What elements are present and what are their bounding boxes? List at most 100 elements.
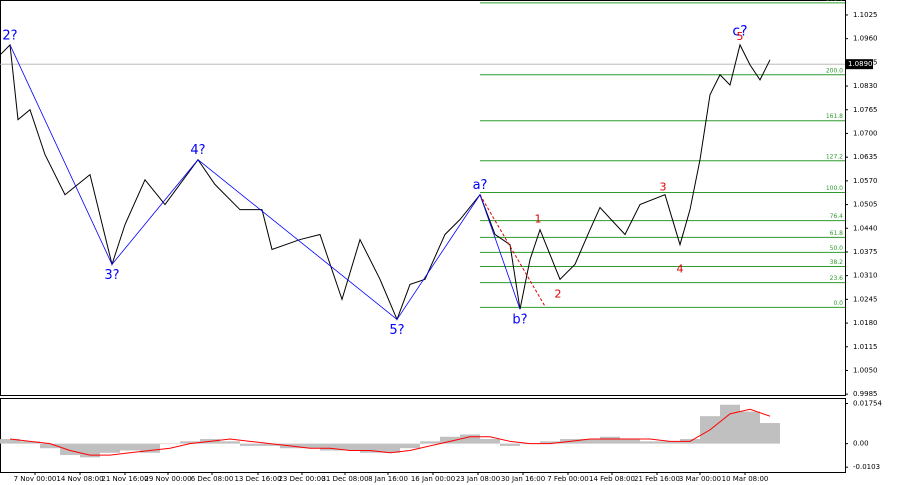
histogram-bar bbox=[340, 443, 360, 451]
y-tick-label: 1.0180 bbox=[853, 319, 878, 327]
wave-label: 3? bbox=[104, 268, 119, 283]
wave-label: 2 bbox=[555, 287, 562, 300]
histogram-bar bbox=[60, 443, 80, 456]
wave-label: 3 bbox=[660, 180, 667, 193]
fib-label: 261.8 bbox=[826, 0, 843, 2]
histogram-bar bbox=[120, 443, 140, 451]
y-tick-label: 1.0440 bbox=[853, 224, 878, 232]
wave-label: 4 bbox=[677, 262, 684, 275]
wave-label: 2? bbox=[2, 28, 17, 43]
wave-label: 5? bbox=[389, 323, 404, 338]
x-tick-label: 21 Nov 16:00 bbox=[101, 475, 148, 483]
fib-label: 161.8 bbox=[826, 113, 843, 120]
x-tick-label: 7 Feb 00:00 bbox=[547, 475, 588, 483]
histogram-bar bbox=[420, 441, 440, 444]
x-tick-label: 31 Dec 08:00 bbox=[321, 475, 368, 483]
x-tick-label: 3 Mar 00:00 bbox=[679, 475, 721, 483]
histogram-bar bbox=[760, 423, 780, 444]
histogram-bar bbox=[360, 443, 380, 453]
y-tick-label: 1.0765 bbox=[853, 106, 878, 114]
x-tick-label: 10 Mar 08:00 bbox=[722, 475, 769, 483]
y-tick-label: 1.0505 bbox=[853, 201, 878, 209]
y-tick-label: 0.9985 bbox=[853, 390, 878, 398]
signal-line bbox=[9, 408, 771, 456]
y-tick-label: 1.0960 bbox=[853, 35, 878, 43]
fib-label: 0.0 bbox=[833, 300, 843, 307]
histogram-bar bbox=[160, 443, 180, 445]
histogram-bar bbox=[220, 441, 240, 444]
x-tick-label: 6 Dec 08:00 bbox=[191, 475, 234, 483]
x-tick-label: 14 Nov 08:00 bbox=[56, 475, 103, 483]
histogram-bar bbox=[140, 443, 160, 453]
histogram-bar bbox=[620, 439, 640, 444]
y-tick-label: 1.0700 bbox=[853, 129, 878, 137]
x-tick-label: 21 Feb 16:00 bbox=[634, 475, 680, 483]
wave-label: 1 bbox=[535, 213, 542, 226]
histogram-bar bbox=[500, 443, 520, 446]
y-tick-label: 1.0115 bbox=[853, 343, 878, 351]
histogram-bar bbox=[300, 443, 320, 449]
x-tick-label: 16 Jan 00:00 bbox=[411, 475, 455, 483]
wave-label: a? bbox=[473, 178, 488, 193]
histogram-bar bbox=[320, 443, 340, 451]
price-tag-label: 1.0890 bbox=[848, 60, 873, 68]
y-tick-label: 1.0050 bbox=[853, 366, 878, 374]
x-tick-label: 29 Nov 00:00 bbox=[144, 475, 191, 483]
y-tick-label: 1.1025 bbox=[853, 11, 878, 19]
wave-label: 4? bbox=[190, 143, 205, 158]
x-tick-label: 23 Dec 00:00 bbox=[278, 475, 325, 483]
y-tick-label: 1.0635 bbox=[853, 153, 878, 161]
y-tick-label: 0.01754 bbox=[853, 399, 882, 407]
histogram-bar bbox=[100, 443, 120, 453]
histogram-bar bbox=[380, 443, 400, 453]
histogram-bar bbox=[720, 404, 740, 444]
x-tick-label: 7 Nov 00:00 bbox=[14, 475, 57, 483]
fib-label: 50.0 bbox=[830, 245, 844, 252]
histogram-bar bbox=[260, 443, 280, 446]
wave-label: 5 bbox=[737, 30, 744, 43]
histogram-bar bbox=[660, 441, 680, 444]
indicator-frame bbox=[0, 398, 846, 473]
x-tick-label: 14 Feb 08:00 bbox=[589, 475, 635, 483]
histogram-bar bbox=[740, 411, 760, 444]
price-line bbox=[0, 43, 771, 321]
histogram-bar bbox=[400, 443, 420, 449]
y-tick-label: -0.0103 bbox=[853, 463, 880, 471]
fib-label: 100.0 bbox=[826, 185, 843, 192]
fib-label: 127.2 bbox=[826, 153, 843, 160]
dashed-line bbox=[479, 194, 546, 307]
wave-line bbox=[9, 44, 521, 321]
histogram-bar bbox=[240, 443, 260, 446]
fib-label: 76.4 bbox=[830, 213, 844, 220]
fib-label: 38.2 bbox=[830, 259, 844, 266]
x-tick-label: 30 Jan 16:00 bbox=[501, 475, 545, 483]
x-tick-label: 8 Jan 16:00 bbox=[368, 475, 408, 483]
histogram-bar bbox=[640, 441, 660, 444]
histogram-bar bbox=[0, 439, 20, 444]
histogram-bar bbox=[180, 441, 200, 444]
price-tag bbox=[845, 59, 873, 70]
fib-label: 200.0 bbox=[826, 67, 843, 74]
histogram-bar bbox=[440, 436, 460, 444]
y-tick-label: 1.0570 bbox=[853, 177, 878, 185]
x-tick-label: 13 Dec 16:00 bbox=[234, 475, 281, 483]
histogram-bar bbox=[20, 441, 40, 444]
histogram-bar bbox=[580, 439, 600, 444]
fib-label: 23.6 bbox=[830, 275, 844, 282]
y-tick-label: 1.0830 bbox=[853, 82, 878, 90]
x-tick-label: 23 Jan 08:00 bbox=[456, 475, 500, 483]
main-frame bbox=[0, 0, 846, 396]
histogram-bar bbox=[600, 436, 620, 444]
y-tick-label: 1.0310 bbox=[853, 272, 878, 280]
y-tick-label: 1.0245 bbox=[853, 295, 878, 303]
y-tick-label: 1.0375 bbox=[853, 248, 878, 256]
histogram-bar bbox=[540, 441, 560, 444]
histogram-bar bbox=[480, 439, 500, 444]
wave-label: b? bbox=[512, 313, 527, 328]
fib-label: 61.8 bbox=[830, 230, 844, 237]
y-tick-label: 0.00 bbox=[853, 440, 869, 448]
histogram-bar bbox=[40, 443, 60, 449]
wave-label: c? bbox=[732, 24, 747, 40]
